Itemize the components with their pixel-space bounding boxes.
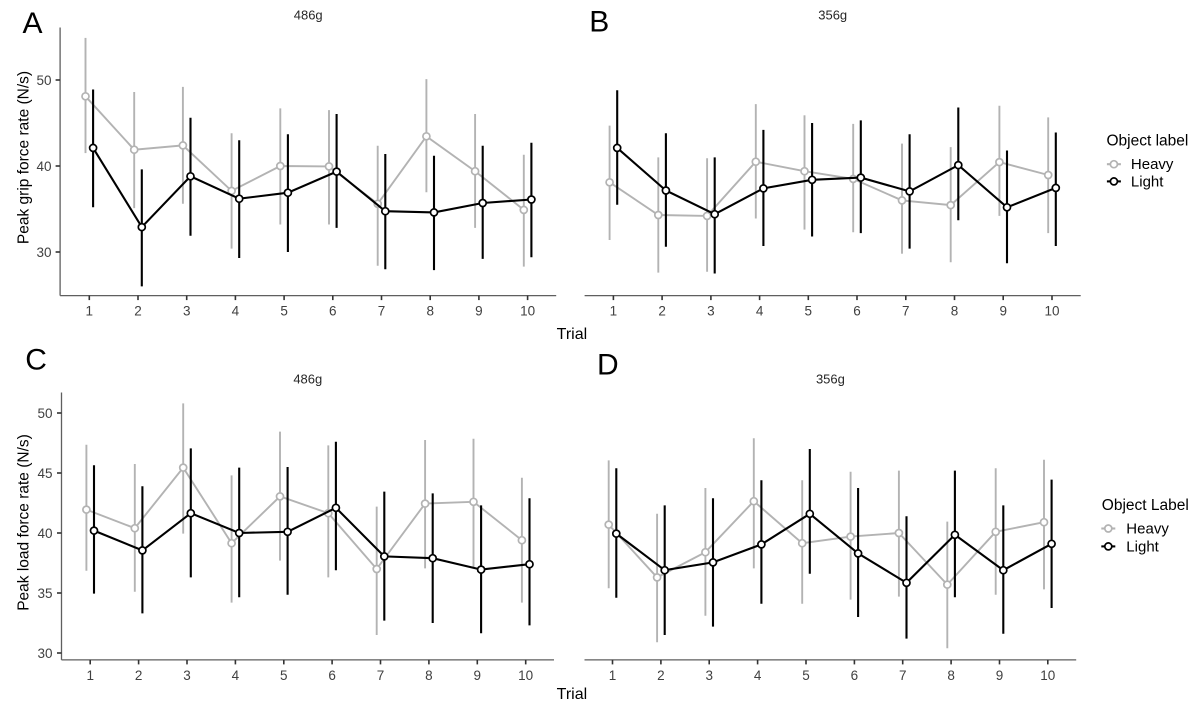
svg-text:Peak grip force rate (N/s): Peak grip force rate (N/s) [16,71,33,244]
svg-text:Light: Light [1131,173,1164,190]
svg-text:5: 5 [802,668,810,683]
svg-text:Heavy: Heavy [1126,521,1169,538]
svg-text:5: 5 [280,304,288,319]
svg-text:10: 10 [1044,304,1059,319]
svg-text:8: 8 [425,668,433,683]
svg-text:40: 40 [36,159,51,174]
svg-text:6: 6 [851,668,859,683]
svg-text:2: 2 [658,304,666,319]
svg-text:2: 2 [657,668,665,683]
svg-text:3: 3 [183,668,191,683]
svg-text:3: 3 [707,304,715,319]
svg-text:C: C [25,344,47,377]
svg-text:7: 7 [899,668,907,683]
svg-text:8: 8 [947,668,955,683]
svg-text:9: 9 [999,304,1007,319]
svg-text:1: 1 [610,304,618,319]
svg-text:10: 10 [1040,668,1055,683]
svg-text:9: 9 [474,668,482,683]
svg-text:4: 4 [754,668,762,683]
svg-text:A: A [23,7,43,40]
svg-text:356g: 356g [818,8,847,23]
svg-text:30: 30 [36,245,51,260]
svg-text:7: 7 [377,668,385,683]
svg-text:4: 4 [232,668,240,683]
svg-text:1: 1 [86,668,94,683]
svg-text:3: 3 [705,668,713,683]
svg-text:35: 35 [37,586,52,601]
svg-text:Light: Light [1126,538,1159,555]
svg-text:8: 8 [951,304,959,319]
svg-text:50: 50 [36,73,51,88]
svg-text:5: 5 [280,668,288,683]
svg-text:2: 2 [135,668,143,683]
svg-text:30: 30 [37,646,52,661]
svg-text:Heavy: Heavy [1131,156,1174,173]
svg-text:6: 6 [328,668,336,683]
svg-text:1: 1 [609,668,617,683]
svg-text:6: 6 [853,304,861,319]
svg-text:Peak load force rate (N/s): Peak load force rate (N/s) [16,434,33,611]
svg-text:Trial: Trial [557,686,588,703]
svg-text:10: 10 [520,304,535,319]
svg-text:8: 8 [426,304,434,319]
svg-text:Trial: Trial [557,326,588,343]
svg-text:1: 1 [86,304,94,319]
svg-text:6: 6 [329,304,337,319]
svg-text:D: D [597,349,619,382]
svg-text:10: 10 [518,668,533,683]
svg-text:7: 7 [378,304,386,319]
svg-text:Object label: Object label [1107,133,1189,150]
svg-text:2: 2 [134,304,142,319]
svg-text:50: 50 [37,406,52,421]
svg-text:9: 9 [475,304,483,319]
svg-text:40: 40 [37,526,52,541]
svg-text:45: 45 [37,466,52,481]
svg-text:486g: 486g [293,372,322,387]
svg-text:7: 7 [902,304,910,319]
svg-text:4: 4 [756,304,764,319]
svg-text:4: 4 [232,304,240,319]
svg-text:356g: 356g [816,372,845,387]
svg-text:3: 3 [183,304,191,319]
svg-text:B: B [589,6,609,39]
svg-text:9: 9 [996,668,1004,683]
svg-text:5: 5 [805,304,813,319]
svg-text:486g: 486g [294,8,323,23]
svg-text:Object Label: Object Label [1102,497,1189,514]
